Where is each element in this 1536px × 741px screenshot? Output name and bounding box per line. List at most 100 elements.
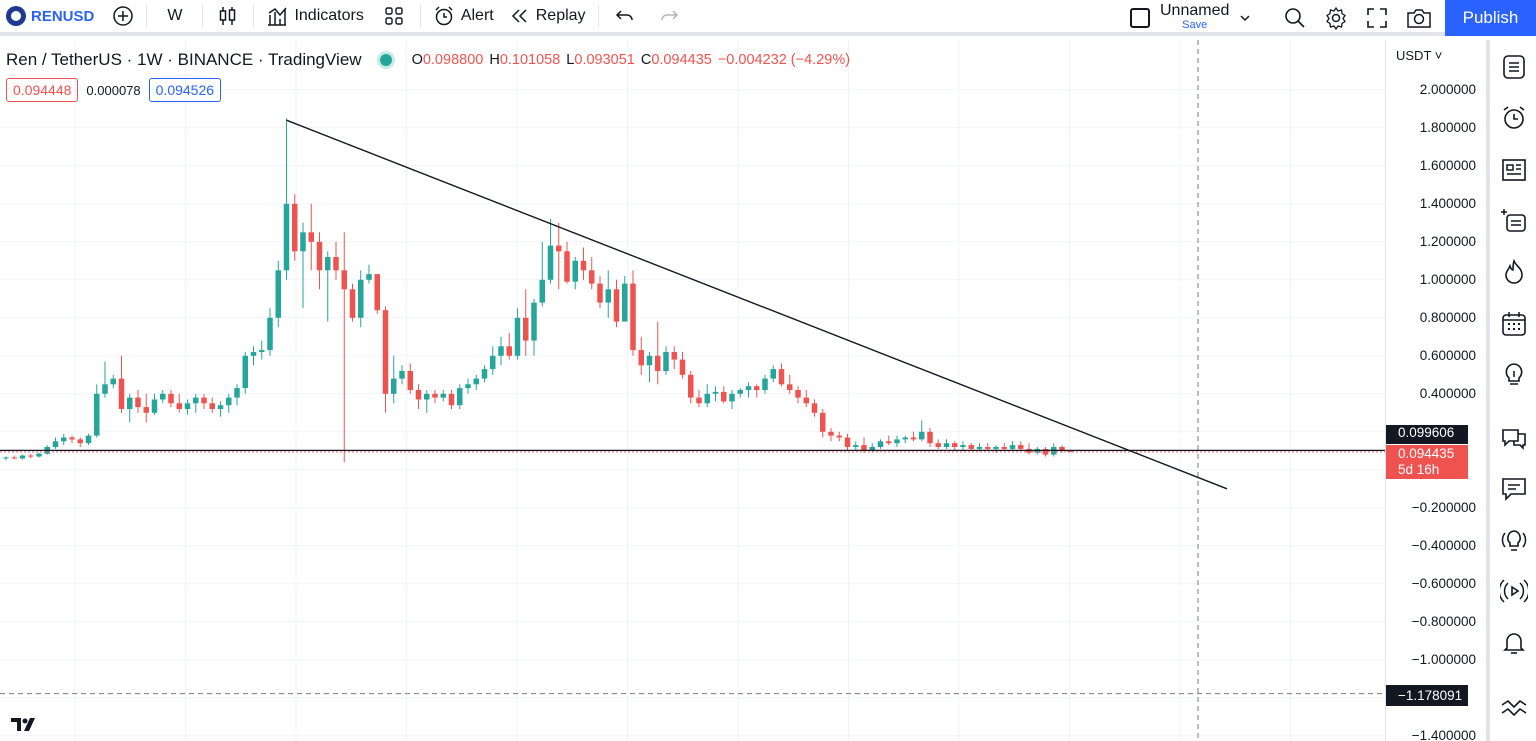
candle-body (341, 270, 347, 290)
candle-body (803, 397, 809, 404)
candle-body (135, 397, 141, 408)
candle-body (184, 403, 191, 409)
bid-ask-row: 0.094448 0.000078 0.094526 (6, 78, 222, 102)
templates-button[interactable] (372, 0, 416, 32)
publish-button[interactable]: Publish (1445, 0, 1536, 36)
chat-icon[interactable] (1497, 421, 1531, 455)
candle-body (209, 403, 215, 409)
open-label: O (411, 52, 423, 68)
candle-body (457, 388, 463, 406)
candle-body (523, 317, 529, 341)
candle-body (448, 393, 455, 406)
candle-body (902, 437, 908, 440)
candle-body (993, 447, 999, 449)
price-axis-label: 1.000000 (1419, 271, 1476, 287)
layout-save-label: Save (1182, 19, 1208, 31)
idea-stream-icon[interactable] (1497, 523, 1531, 557)
chart-pattern-icon[interactable] (1497, 690, 1531, 724)
alarm-clock-plus-icon (433, 5, 455, 27)
candle-body (226, 397, 232, 406)
buy-price-button[interactable]: 0.094526 (148, 78, 222, 102)
candle-body (960, 445, 966, 447)
indicators-button[interactable]: Indicators (258, 0, 371, 32)
currency-label: USDT (1396, 48, 1432, 63)
candle-body (61, 437, 67, 442)
price-axis-label: −0.400000 (1411, 537, 1476, 553)
low-label: L (566, 52, 575, 68)
candle-body (382, 310, 389, 394)
notifications-icon[interactable] (1497, 626, 1531, 660)
candle-body (646, 355, 653, 366)
alarm-clock-icon[interactable] (1497, 101, 1531, 135)
price-axis-label: −1.400000 (1411, 727, 1476, 741)
candle-body (605, 289, 611, 303)
candle-body (3, 457, 9, 459)
candle-body (787, 384, 793, 390)
candle-body (795, 390, 801, 398)
candle-body (325, 257, 331, 271)
price-axis-label: −0.800000 (1411, 613, 1476, 629)
calendar-icon[interactable] (1497, 307, 1531, 341)
price-axis[interactable]: USDT ˅ 2.000000 1.800000 1.600000 1.400000 1… (1385, 40, 1482, 741)
redo-button[interactable] (647, 0, 691, 32)
layout-name-label: Unnamed (1160, 2, 1230, 19)
streams-icon[interactable] (1497, 574, 1531, 608)
candle-body (894, 439, 900, 444)
top-toolbar: RENUSD W Indicators Alert Re (0, 0, 1536, 36)
news-icon[interactable] (1497, 153, 1531, 187)
add-list-icon[interactable] (1497, 204, 1531, 238)
candle-body (498, 346, 504, 356)
multi-layout-checkbox-icon[interactable] (1130, 8, 1150, 28)
market-open-indicator (379, 54, 392, 66)
price-chart[interactable] (0, 40, 1385, 741)
chevron-down-icon[interactable] (1239, 14, 1251, 22)
compare-symbol-button[interactable] (104, 0, 142, 32)
candle-body (820, 412, 826, 432)
price-axis-label: 1.400000 (1419, 195, 1476, 211)
plus-circle-icon (112, 5, 134, 27)
candle-body (399, 371, 405, 379)
gear-icon[interactable] (1324, 6, 1348, 30)
candle-body (69, 437, 75, 440)
layout-name-button[interactable]: Unnamed Save (1130, 0, 1251, 36)
tradingview-logo[interactable] (10, 715, 38, 738)
chart-pane[interactable]: Ren / TetherUS · 1W · BINANCE · TradingV… (0, 40, 1385, 741)
interval-button[interactable]: W (151, 0, 198, 32)
sell-price-button[interactable]: 0.094448 (6, 78, 79, 102)
candle-body (440, 393, 446, 398)
candle-body (118, 378, 125, 409)
watchlist-icon[interactable] (1497, 50, 1531, 84)
chart-type-button[interactable] (207, 0, 249, 32)
symbol-search-button[interactable]: RENUSD (0, 6, 104, 26)
search-icon[interactable] (1284, 7, 1306, 29)
price-axis-label: 1.800000 (1419, 119, 1476, 135)
fullscreen-icon[interactable] (1366, 7, 1388, 29)
comments-icon[interactable] (1497, 472, 1531, 506)
candle-body (176, 403, 182, 409)
change-value: −0.004232 (−4.29%) (718, 52, 850, 68)
ideas-icon[interactable] (1497, 358, 1531, 392)
undo-button[interactable] (603, 0, 647, 32)
candle-body (168, 393, 174, 404)
open-value: 0.098800 (422, 52, 484, 68)
candle-body (333, 257, 339, 271)
replay-button[interactable]: Replay (502, 0, 594, 32)
currency-selector[interactable]: USDT ˅ (1396, 48, 1443, 63)
candle-body (127, 397, 133, 409)
camera-icon[interactable] (1406, 7, 1432, 29)
crosshair-price-value: −1.178091 (1398, 688, 1463, 703)
candle-body (613, 289, 620, 322)
candle-body (36, 453, 42, 457)
candle-body (201, 397, 207, 404)
candle-body (217, 405, 224, 409)
spread-value: 0.000078 (86, 82, 141, 98)
alert-button[interactable]: Alert (425, 0, 502, 32)
candle-body (679, 359, 686, 375)
candle-body (52, 441, 59, 447)
candle-body (300, 232, 306, 252)
hotlist-icon[interactable] (1497, 255, 1531, 289)
ohlc-open: O0.098800 (412, 52, 484, 68)
candle-body (572, 260, 578, 282)
right-toolbar (1280, 0, 1432, 36)
candle-body (655, 355, 661, 371)
